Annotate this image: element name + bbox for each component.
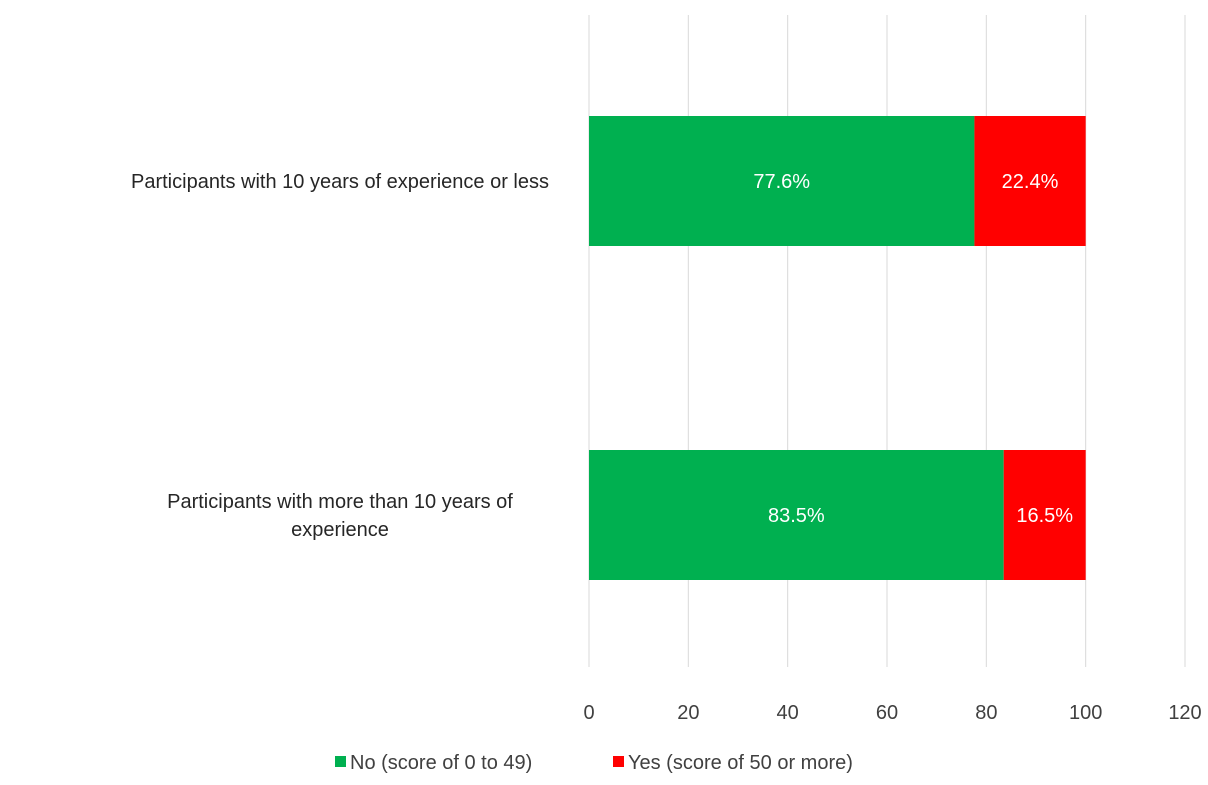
x-axis-ticks: 0 20 40 60 80 100 120 (583, 702, 1201, 724)
data-label: 22.4% (1002, 171, 1059, 193)
x-tick-label: 0 (583, 702, 594, 724)
x-tick-label: 60 (876, 702, 898, 724)
bar-segment-yes (974, 116, 1086, 246)
legend-swatch-no (335, 756, 346, 767)
x-tick-label: 40 (777, 702, 799, 724)
category-labels: Participants with 10 years of experience… (131, 171, 549, 541)
x-tick-label: 20 (677, 702, 699, 724)
bar-segment-no (589, 450, 1004, 580)
category-label: Participants with more than 10 years of (167, 491, 513, 513)
bar-segment-no (589, 116, 975, 246)
x-tick-label: 100 (1069, 702, 1102, 724)
legend-label-yes: Yes (score of 50 or more) (628, 752, 853, 774)
data-label: 16.5% (1016, 505, 1073, 527)
x-tick-label: 120 (1168, 702, 1201, 724)
data-label: 83.5% (768, 505, 825, 527)
data-labels: 77.6% 22.4% 83.5% 16.5% (753, 171, 1073, 527)
bar-segment-yes (1003, 450, 1086, 580)
category-label: Participants with 10 years of experience… (131, 171, 549, 193)
data-label: 77.6% (753, 171, 810, 193)
legend-label-no: No (score of 0 to 49) (350, 752, 532, 774)
x-tick-label: 80 (975, 702, 997, 724)
category-label: experience (291, 519, 389, 541)
legend: No (score of 0 to 49) Yes (score of 50 or… (335, 752, 853, 774)
bars (589, 116, 1086, 580)
legend-swatch-yes (613, 756, 624, 767)
